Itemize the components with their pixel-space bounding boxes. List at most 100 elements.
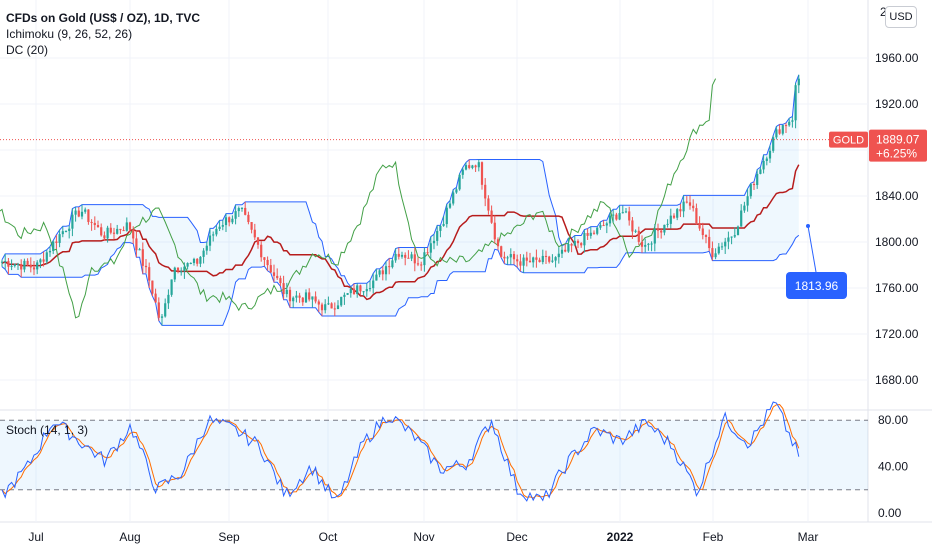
stoch-label[interactable]: Stoch (14, 1, 3) xyxy=(6,423,89,437)
candle-body xyxy=(260,244,263,258)
candle-body xyxy=(311,296,314,300)
candle-body xyxy=(528,260,532,263)
candle-body xyxy=(660,230,663,233)
currency-button[interactable]: USD xyxy=(885,6,917,28)
candle-body xyxy=(141,249,144,266)
candle-body xyxy=(762,160,765,170)
candle-body xyxy=(768,150,772,159)
candle-body xyxy=(631,220,634,232)
y-tick-label: 1720.00 xyxy=(875,327,919,341)
candle-body xyxy=(560,249,564,254)
candle-body xyxy=(711,248,714,258)
candle-body xyxy=(791,120,794,122)
candle-body xyxy=(119,228,122,231)
candle-body xyxy=(375,274,378,281)
candle-body xyxy=(567,243,570,252)
candle-body xyxy=(557,253,560,258)
candle-body xyxy=(144,265,148,268)
candle-body xyxy=(730,236,733,238)
candle-body xyxy=(240,207,244,209)
candle-body xyxy=(672,215,676,218)
candle-body xyxy=(135,238,138,251)
stoch-legend: Stoch (14, 1, 3) xyxy=(6,422,88,438)
candle-body xyxy=(650,243,653,245)
candle-body xyxy=(583,233,586,246)
symbol-badge xyxy=(829,131,868,148)
candle-body xyxy=(663,224,666,233)
candle-body xyxy=(356,285,359,294)
chart-title: CFDs on Gold (US$ / OZ), 1D, TVC xyxy=(6,11,201,25)
candle-body xyxy=(618,213,621,220)
candle-body xyxy=(272,272,276,276)
candle-body xyxy=(420,264,423,266)
candle-body xyxy=(10,265,13,267)
candle-body xyxy=(452,192,455,204)
candle-body xyxy=(237,208,240,212)
candle-body xyxy=(484,184,487,199)
candle-body xyxy=(656,229,660,231)
candle-body xyxy=(125,222,128,231)
candle-body xyxy=(442,224,445,226)
candle-body xyxy=(532,257,535,263)
candle-body xyxy=(23,260,26,270)
donchian-label[interactable]: DC (20) xyxy=(6,43,49,57)
candle-body xyxy=(189,262,192,264)
candle-body xyxy=(653,229,656,244)
symbol-badge-label: GOLD xyxy=(833,135,864,147)
candle-body xyxy=(112,232,116,234)
candle-body xyxy=(778,129,781,134)
candle-body xyxy=(608,215,612,224)
candle-body xyxy=(7,261,10,267)
candle-body xyxy=(724,241,727,247)
candle-body xyxy=(215,228,218,235)
candle-body xyxy=(775,129,778,138)
ichimoku-label[interactable]: Ichimoku (9, 26, 52, 26) xyxy=(6,27,133,41)
candle-body xyxy=(384,266,388,275)
candle-body xyxy=(496,239,500,247)
candle-body xyxy=(308,292,311,300)
candle-body xyxy=(522,257,525,266)
candle-body xyxy=(535,257,538,260)
candle-body xyxy=(68,228,71,231)
candle-body xyxy=(679,209,682,212)
y-tick-label: 1920.00 xyxy=(875,97,919,111)
candle-body xyxy=(698,223,701,229)
candle-body xyxy=(794,85,797,121)
candle-body xyxy=(16,263,20,265)
candle-body xyxy=(157,302,160,318)
candle-body xyxy=(32,267,36,270)
candle-body xyxy=(4,261,7,263)
candle-body xyxy=(544,255,548,257)
candle-body xyxy=(692,205,695,209)
candle-body xyxy=(173,267,176,280)
candle-body xyxy=(432,240,436,244)
candle-body xyxy=(196,258,199,264)
candle-body xyxy=(394,253,397,261)
candle-body xyxy=(596,227,599,234)
candle-body xyxy=(468,165,471,168)
candle-body xyxy=(151,280,154,294)
y-tick-label: 1840.00 xyxy=(875,189,919,203)
candle-body xyxy=(746,196,749,206)
price-badge xyxy=(869,129,927,162)
candle-body xyxy=(772,137,775,151)
candle-body xyxy=(39,259,42,263)
chikou-line xyxy=(0,78,717,319)
candle-body xyxy=(647,243,650,245)
donchian-lower xyxy=(1,234,800,326)
candle-body xyxy=(42,259,45,262)
candle-body xyxy=(93,222,96,226)
x-tick-label: Dec xyxy=(506,530,527,544)
candle-body xyxy=(138,249,141,251)
y-tick-label: 1760.00 xyxy=(875,281,919,295)
candle-body xyxy=(202,250,205,257)
callout-label: 1813.96 xyxy=(795,279,839,293)
y-tick-label: 1800.00 xyxy=(875,235,919,249)
candle-body xyxy=(45,252,48,262)
candle-body xyxy=(164,303,167,317)
donchian-upper xyxy=(1,74,800,288)
candle-body xyxy=(516,259,519,262)
x-tick-label: Oct xyxy=(319,530,338,544)
candle-body xyxy=(669,215,672,224)
